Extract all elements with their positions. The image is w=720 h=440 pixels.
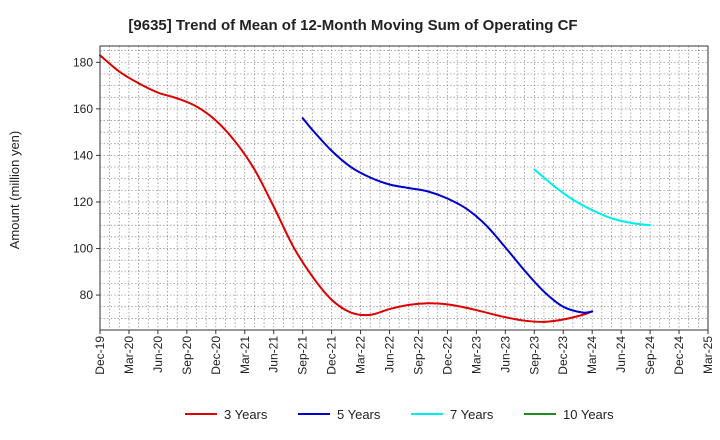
x-tick-label: Jun-24 [614,336,628,373]
x-tick-label: Dec-23 [556,336,570,375]
x-tick-label: Dec-20 [209,336,223,375]
legend: 3 Years 5 Years 7 Years 10 Years [185,407,614,422]
x-tick-label: Dec-24 [672,336,686,375]
legend-label-5-years: 5 Years [337,407,381,422]
legend-label-3-years: 3 Years [224,407,268,422]
x-tick-label: Mar-21 [238,336,252,374]
x-tick-label: Jun-21 [267,336,281,373]
x-tick-label: Dec-22 [440,336,454,375]
x-tick-label: Sep-24 [643,336,657,375]
series-line-5-years [301,117,594,314]
chart-title: [9635] Trend of Mean of 12-Month Moving … [128,17,577,34]
x-tick-labels: Dec-19 Mar-20 Jun-20 Sep-20 Dec-20 Mar-21 Jun-… [93,330,715,375]
y-axis-label: Amount (million yen) [7,131,22,250]
y-tick-label: 120 [73,195,93,209]
x-tick-label: Mar-23 [469,336,483,374]
x-tick-label: Sep-20 [180,336,194,375]
x-tick-label: Mar-24 [585,336,599,374]
x-tick-label: Sep-23 [527,336,541,375]
y-tick-label: 100 [73,242,93,256]
x-tick-label: Jun-20 [151,336,165,373]
x-tick-label: Mar-22 [354,336,368,374]
legend-label-7-years: 7 Years [450,407,494,422]
x-tick-label: Dec-21 [325,336,339,375]
x-tick-label: Mar-20 [122,336,136,374]
y-tick-label: 140 [73,148,93,162]
y-tick-labels: 80 100 120 140 160 180 [73,55,100,302]
series-lines [99,54,652,323]
x-tick-label: Sep-22 [411,336,425,375]
y-tick-label: 160 [73,102,93,116]
series-line-7-years [533,168,652,227]
y-tick-label: 80 [80,288,94,302]
x-tick-label: Mar-25 [701,336,715,374]
legend-label-10-years: 10 Years [563,407,614,422]
y-tick-label: 180 [73,55,93,69]
plot-frame [99,45,709,331]
series-line-3-years [99,54,594,323]
x-tick-label: Sep-21 [296,336,310,375]
x-tick-label: Jun-23 [498,336,512,373]
x-tick-label: Jun-22 [383,336,397,373]
x-tick-label: Dec-19 [93,336,107,375]
